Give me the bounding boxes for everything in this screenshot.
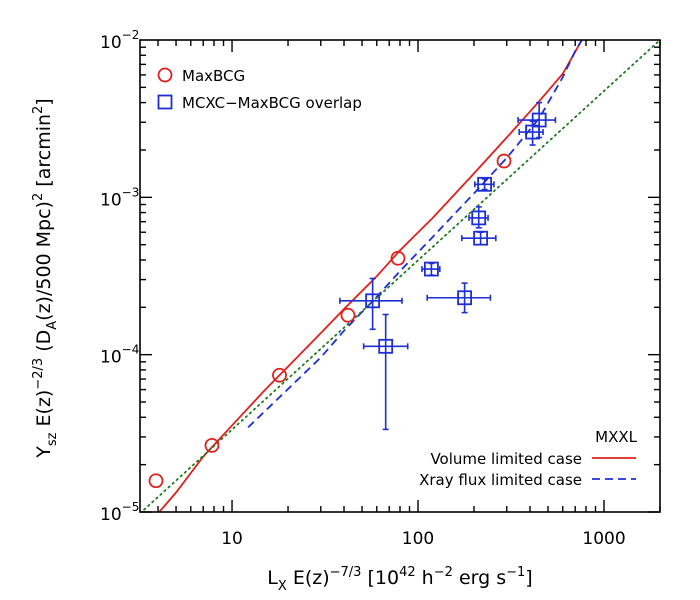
legend-item-volume: Volume limited case <box>430 450 636 468</box>
line-volume-limited <box>158 40 583 512</box>
overlap-point <box>457 290 472 306</box>
ylabel-sub: sz <box>45 432 60 446</box>
ylabel-sup3: 2 <box>31 106 46 114</box>
ylabel-p2: (D <box>33 330 55 358</box>
y-tick-exponent: −4 <box>122 343 140 357</box>
y-tick-label: 10−4 <box>100 343 139 368</box>
maxbcg-point <box>272 367 287 383</box>
overlap-point <box>473 230 489 246</box>
maxbcg-point <box>204 438 220 453</box>
xlabel-unit-mid2: erg s <box>453 567 506 589</box>
overlap-point <box>365 293 381 309</box>
legend-label-xray: Xray flux limited case <box>419 471 582 489</box>
overlap-point <box>471 210 487 226</box>
overlap-point <box>477 176 492 192</box>
x-tick-label: 100 <box>402 529 434 549</box>
overlap-point <box>378 338 394 354</box>
legend-square-marker <box>157 94 173 110</box>
y-tick-label: 10−5 <box>100 500 139 525</box>
legend-markers: MaxBCG MCXC−MaxBCG overlap <box>157 67 362 112</box>
line-xray-flux-limited <box>247 40 583 429</box>
legend-title-mxxl: MXXL <box>595 428 637 446</box>
xlabel-unit-sup3: −1 <box>506 565 525 580</box>
y-tick-base: 10 <box>100 190 122 210</box>
x-tick-label: 10 <box>221 529 243 549</box>
ylabel-p3: (z)/500 Mpc) <box>33 201 55 321</box>
ylabel-p5: ] <box>33 98 55 105</box>
plot-frame <box>139 39 661 513</box>
points-layer <box>148 101 557 489</box>
y-tick-exponent: −5 <box>122 500 140 514</box>
overlap-point <box>423 261 439 277</box>
xlabel-mid: E(z) <box>287 567 330 589</box>
xlabel-unit-close: ] <box>525 567 532 589</box>
maxbcg-point <box>148 473 164 489</box>
x-axis-label: LX E(z)−7/3 [1042 h−2 erg s−1] <box>267 565 532 594</box>
legend-item-maxbcg: MaxBCG <box>157 67 245 85</box>
xlabel-unit-sup2: −2 <box>434 565 453 580</box>
y-tick-base: 10 <box>100 348 122 368</box>
xlabel-sup: −7/3 <box>330 565 362 580</box>
legend-circle-marker <box>157 67 173 83</box>
overlap-point <box>531 112 547 128</box>
legend-item-xray: Xray flux limited case <box>419 471 636 489</box>
ylabel-sup: −2/3 <box>31 358 46 390</box>
maxbcg-point <box>340 307 356 323</box>
xlabel-unit-open: [10 <box>361 567 399 589</box>
ylabel-mid: E(z) <box>33 390 55 433</box>
ylabel-sup2: 2 <box>31 193 46 201</box>
legend-item-overlap: MCXC−MaxBCG overlap <box>157 94 362 112</box>
xlabel-sub: X <box>278 579 287 594</box>
xlabel-unit-mid: h <box>416 567 434 589</box>
y-tick-exponent: −2 <box>122 28 140 42</box>
y-tick-exponent: −3 <box>122 185 140 199</box>
y-tick-base: 10 <box>100 33 122 53</box>
legend-label-maxbcg: MaxBCG <box>182 67 245 85</box>
y-tick-label: 10−3 <box>100 185 139 210</box>
y-tick-label: 10−2 <box>100 28 139 53</box>
legend-label-overlap: MCXC−MaxBCG overlap <box>182 94 362 112</box>
legend-label-volume: Volume limited case <box>430 450 582 468</box>
xlabel-base: L <box>267 567 278 589</box>
xlabel-unit-sup1: 42 <box>399 565 416 580</box>
ylabel-base: Y <box>33 446 55 459</box>
line-dotted-relation <box>140 40 660 512</box>
y-tick-base: 10 <box>100 505 122 525</box>
y-axis-label: Ysz E(z)−2/3 (DA(z)/500 Mpc)2 [arcmin2] <box>31 98 60 458</box>
ylabel-sub2: A <box>45 321 60 330</box>
ylabel-p4: [arcmin <box>33 114 55 193</box>
maxbcg-point <box>390 250 406 266</box>
maxbcg-point <box>496 153 512 169</box>
legend-lines: MXXL Volume limited case Xray flux limit… <box>419 428 638 489</box>
x-tick-label: 1000 <box>582 529 625 549</box>
